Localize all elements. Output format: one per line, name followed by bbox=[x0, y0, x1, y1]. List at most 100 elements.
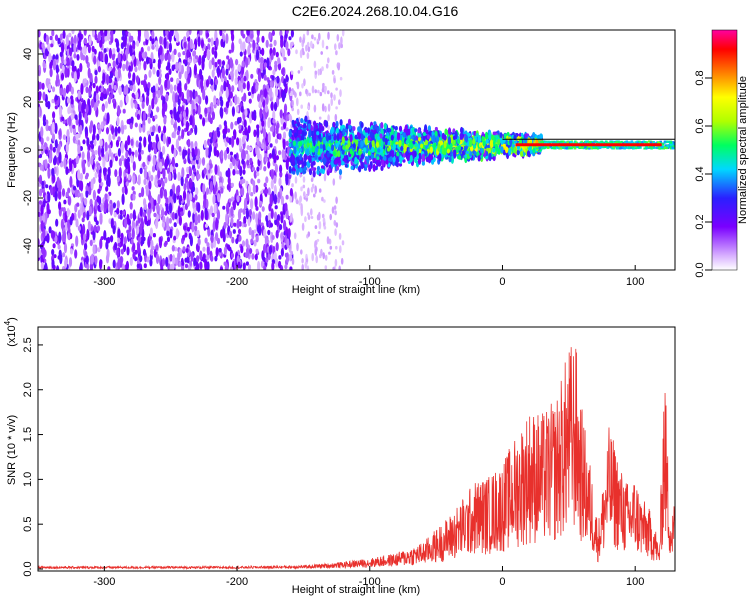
band-cell bbox=[381, 159, 385, 167]
noise-cell bbox=[77, 169, 81, 181]
noise-cell bbox=[166, 236, 171, 242]
band-cell bbox=[304, 115, 308, 123]
noise-cell bbox=[206, 244, 210, 256]
noise-cell bbox=[258, 224, 262, 236]
noise-cell bbox=[173, 48, 177, 55]
noise-cell bbox=[182, 246, 186, 252]
noise-cell bbox=[236, 137, 240, 146]
noise-cell bbox=[168, 30, 172, 43]
noise-cell bbox=[199, 250, 203, 261]
noise-cell bbox=[186, 173, 190, 179]
noise-cell bbox=[256, 127, 260, 138]
faint-cell bbox=[324, 254, 328, 261]
noise-cell bbox=[50, 43, 54, 48]
noise-cell bbox=[104, 101, 108, 109]
noise-cell bbox=[225, 101, 230, 109]
noise-cell bbox=[38, 200, 43, 205]
band-cell bbox=[364, 137, 368, 145]
noise-cell bbox=[117, 237, 121, 244]
noise-cell bbox=[122, 53, 126, 61]
noise-cell bbox=[169, 84, 173, 94]
noise-cell bbox=[270, 179, 274, 190]
noise-cell bbox=[124, 186, 128, 195]
noise-cell bbox=[177, 251, 181, 262]
noise-cell bbox=[273, 251, 277, 261]
noise-cell bbox=[159, 187, 163, 199]
faint-cell bbox=[301, 258, 304, 264]
faint-cell bbox=[291, 257, 295, 266]
faint-cell bbox=[327, 103, 331, 112]
noise-cell bbox=[148, 104, 152, 115]
noise-cell bbox=[50, 185, 54, 196]
noise-cell bbox=[55, 218, 59, 227]
band-cell bbox=[335, 165, 340, 171]
noise-cell bbox=[52, 230, 56, 239]
noise-cell bbox=[267, 212, 271, 222]
band-cell bbox=[383, 122, 387, 130]
noise-cell bbox=[203, 139, 207, 149]
noise-cell bbox=[171, 211, 175, 221]
noise-cell bbox=[130, 97, 134, 109]
noise-cell bbox=[159, 45, 163, 56]
noise-cell bbox=[125, 260, 129, 270]
noise-cell bbox=[276, 215, 280, 220]
faint-cell bbox=[327, 31, 330, 40]
noise-cell bbox=[77, 225, 81, 232]
noise-cell bbox=[283, 78, 287, 87]
noise-cell bbox=[286, 238, 290, 249]
noise-cell bbox=[278, 133, 282, 140]
noise-cell bbox=[175, 228, 179, 240]
band-cell bbox=[326, 157, 330, 165]
faint-cell bbox=[318, 188, 322, 193]
noise-cell bbox=[81, 46, 85, 54]
faint-cell bbox=[329, 213, 333, 221]
noise-cell bbox=[173, 84, 177, 92]
noise-cell bbox=[87, 44, 91, 54]
band-cell bbox=[354, 134, 358, 140]
noise-cell bbox=[129, 85, 133, 90]
noise-cell bbox=[71, 60, 75, 67]
noise-cell bbox=[116, 247, 120, 257]
noise-cell bbox=[234, 76, 238, 86]
faint-cell bbox=[332, 178, 336, 186]
noise-cell bbox=[186, 89, 190, 99]
noise-cell bbox=[56, 265, 60, 270]
noise-cell bbox=[66, 97, 71, 104]
noise-cell bbox=[127, 163, 131, 176]
noise-cell bbox=[51, 249, 55, 256]
noise-cell bbox=[163, 115, 167, 125]
faint-cell bbox=[296, 108, 300, 116]
noise-cell bbox=[270, 53, 274, 61]
noise-cell bbox=[250, 192, 254, 197]
noise-cell bbox=[60, 218, 64, 230]
faint-cell bbox=[291, 41, 294, 46]
noise-cell bbox=[194, 55, 199, 60]
noise-cell bbox=[191, 147, 195, 158]
noise-cell bbox=[152, 154, 156, 167]
noise-cell bbox=[153, 199, 157, 206]
noise-cell bbox=[194, 146, 198, 156]
noise-cell bbox=[261, 142, 265, 150]
noise-cell bbox=[163, 189, 168, 200]
noise-cell bbox=[150, 131, 155, 137]
band-cell bbox=[513, 146, 517, 154]
band-cell bbox=[417, 128, 421, 134]
noise-cell bbox=[46, 233, 50, 244]
noise-cell bbox=[230, 58, 234, 69]
noise-cell bbox=[128, 80, 132, 85]
noise-cell bbox=[269, 81, 273, 88]
faint-cell bbox=[341, 240, 345, 246]
noise-cell bbox=[130, 238, 134, 245]
noise-cell bbox=[62, 30, 66, 39]
noise-cell bbox=[198, 55, 202, 65]
noise-cell bbox=[255, 49, 260, 61]
noise-cell bbox=[278, 177, 282, 187]
noise-cell bbox=[109, 204, 113, 216]
noise-cell bbox=[136, 225, 140, 235]
noise-cell bbox=[155, 253, 160, 264]
noise-cell bbox=[281, 90, 285, 103]
noise-cell bbox=[81, 159, 86, 170]
band-cell bbox=[288, 165, 292, 174]
noise-cell bbox=[273, 184, 277, 196]
noise-cell bbox=[99, 259, 103, 270]
